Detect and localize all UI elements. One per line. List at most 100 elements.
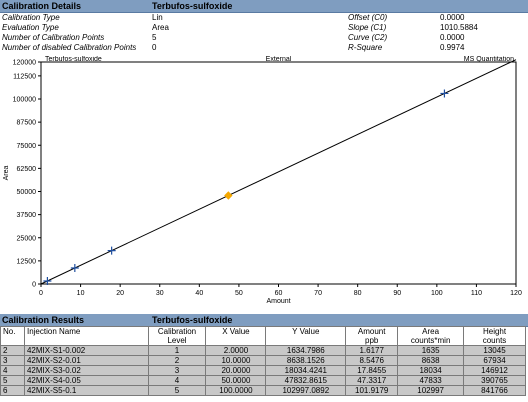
details-row: Number of Calibration Points 5 Curve (C2) 0… xyxy=(0,33,528,43)
y-tick-label: 112500 xyxy=(13,73,36,80)
x-tick-label: 10 xyxy=(77,290,85,297)
results-cell: 42MIX-S2-0.01 xyxy=(23,355,149,366)
results-cell: 5 xyxy=(0,375,25,386)
results-cell: 5 xyxy=(147,385,207,396)
data-point-disabled xyxy=(224,191,233,200)
results-row: 4 42MIX-S3-0.02 3 20.0000 18034.4241 17.8455 1… xyxy=(0,365,526,376)
details-label: Number of Calibration Points xyxy=(2,33,105,42)
results-cell: 3 xyxy=(0,355,25,366)
x-tick-label: 90 xyxy=(393,290,401,297)
results-cell: 4 xyxy=(147,375,207,386)
results-column-header: Amount ppb xyxy=(345,326,399,346)
x-tick-label: 30 xyxy=(156,290,164,297)
y-tick-label: 12500 xyxy=(17,258,37,265)
results-cell: 1635 xyxy=(397,345,465,356)
details-param-label: Curve (C2) xyxy=(348,33,388,42)
results-cell: 1 xyxy=(147,345,207,356)
results-row: 2 42MIX-S1-0.002 1 2.0000 1634.7986 1.6177 163… xyxy=(0,345,526,356)
results-cell: 20.0000 xyxy=(205,365,267,376)
data-point xyxy=(440,89,449,98)
results-cell: 3 xyxy=(147,365,207,376)
y-tick-label: 75000 xyxy=(17,143,37,150)
calibration-chart: Terbufos-sulfoxide External MS Quantitatio… xyxy=(3,56,522,305)
results-cell: 1.6177 xyxy=(345,345,399,356)
y-tick-label: 100000 xyxy=(13,97,36,104)
y-tick-label: 50000 xyxy=(17,189,37,196)
y-tick-label: 25000 xyxy=(17,235,37,242)
details-param-label: R-Square xyxy=(348,43,383,52)
y-tick-label: 0 xyxy=(32,282,36,289)
x-tick-label: 120 xyxy=(510,290,522,297)
results-column-header: Calibration Level xyxy=(147,326,207,346)
details-label: Calibration Type xyxy=(2,13,60,22)
x-axis-label: Amount xyxy=(266,298,290,305)
details-value: 5 xyxy=(152,33,157,42)
results-column-header: X Value xyxy=(205,326,267,346)
x-tick-label: 20 xyxy=(116,290,124,297)
calibration-details-header: Calibration Details Terbufos-sulfoxide xyxy=(0,0,528,13)
results-header-row: No. Injection Name Calibration Level X Value… xyxy=(0,326,526,346)
results-cell: 42MIX-S5-0.1 xyxy=(23,385,149,396)
fit-line xyxy=(40,59,517,285)
results-cell: 102997.0892 xyxy=(265,385,347,396)
results-cell: 10.0000 xyxy=(205,355,267,366)
results-cell: 8638 xyxy=(397,355,465,366)
results-cell: 841766 xyxy=(463,385,526,396)
results-cell: 50.0000 xyxy=(205,375,267,386)
results-cell: 42MIX-S1-0.002 xyxy=(23,345,149,356)
y-axis-label: Area xyxy=(3,166,10,181)
calibration-plot: Terbufos-sulfoxide External MS Quantitatio… xyxy=(0,56,528,310)
results-column-header: Y Value xyxy=(265,326,347,346)
calibration-details-title: Calibration Details xyxy=(2,1,82,11)
results-column-header: No. xyxy=(0,326,25,346)
results-row: 3 42MIX-S2-0.01 2 10.0000 8638.1526 8.5476 863… xyxy=(0,355,526,366)
results-cell: 13045 xyxy=(463,345,526,356)
details-row: Calibration Type Lin Offset (C0) 0.0000 xyxy=(0,13,528,23)
chart-title-mode: External xyxy=(266,56,292,63)
results-cell: 47.3317 xyxy=(345,375,399,386)
results-cell: 390765 xyxy=(463,375,526,386)
calibration-results-table: No. Injection Name Calibration Level X Value… xyxy=(0,326,526,396)
data-point xyxy=(43,276,52,285)
results-column-header: Area counts*min xyxy=(397,326,465,346)
x-tick-label: 40 xyxy=(195,290,203,297)
x-tick-label: 70 xyxy=(314,290,322,297)
results-cell: 4 xyxy=(0,365,25,376)
x-tick-label: 60 xyxy=(275,290,283,297)
results-row: 6 42MIX-S5-0.1 5 100.0000 102997.0892 101.917… xyxy=(0,385,526,396)
chart-title-method: MS Quantitation xyxy=(464,56,514,63)
results-cell: 8.5476 xyxy=(345,355,399,366)
results-cell: 6 xyxy=(0,385,25,396)
results-cell: 1634.7986 xyxy=(265,345,347,356)
results-cell: 42MIX-S3-0.02 xyxy=(23,365,149,376)
data-point xyxy=(70,264,79,273)
details-param-value: 0.9974 xyxy=(440,43,465,52)
results-cell: 8638.1526 xyxy=(265,355,347,366)
results-cell: 47833 xyxy=(397,375,465,386)
results-cell: 18034 xyxy=(397,365,465,376)
details-label: Evaluation Type xyxy=(2,23,59,32)
details-param-value: 0.0000 xyxy=(440,33,465,42)
x-tick-label: 110 xyxy=(471,290,482,297)
results-cell: 101.9179 xyxy=(345,385,399,396)
details-value: Lin xyxy=(152,13,163,22)
results-cell: 18034.4241 xyxy=(265,365,347,376)
results-cell: 42MIX-S4-0.05 xyxy=(23,375,149,386)
results-cell: 47832.8615 xyxy=(265,375,347,386)
details-value: 0 xyxy=(152,43,157,52)
results-cell: 146912 xyxy=(463,365,526,376)
y-tick-label: 120000 xyxy=(13,60,36,67)
details-param-value: 0.0000 xyxy=(440,13,465,22)
x-tick-label: 0 xyxy=(39,290,43,297)
calibration-details-compound: Terbufos-sulfoxide xyxy=(152,1,233,11)
details-row: Evaluation Type Area Slope (C1) 1010.5884 xyxy=(0,23,528,33)
details-param-label: Offset (C0) xyxy=(348,13,388,22)
results-column-header: Injection Name xyxy=(23,326,149,346)
chart-title-compound: Terbufos-sulfoxide xyxy=(45,56,102,63)
details-row: Number of disabled Calibration Points 0 R-… xyxy=(0,43,528,53)
results-cell: 100.0000 xyxy=(205,385,267,396)
y-tick-label: 37500 xyxy=(17,212,37,219)
results-column-header: Height counts xyxy=(463,326,526,346)
results-cell: 2 xyxy=(0,345,25,356)
details-param-value: 1010.5884 xyxy=(440,23,478,32)
